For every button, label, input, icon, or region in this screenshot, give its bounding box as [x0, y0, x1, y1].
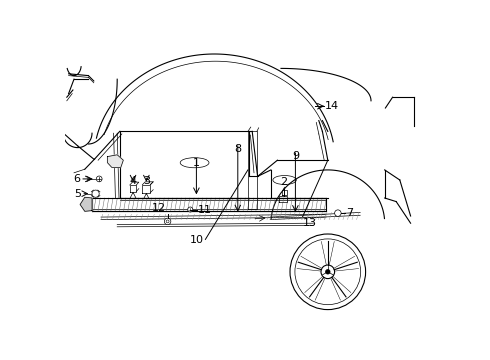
Text: 8: 8	[234, 144, 242, 154]
Text: 13: 13	[303, 218, 318, 228]
Text: 4: 4	[129, 176, 137, 186]
Circle shape	[92, 190, 99, 197]
Text: 1: 1	[193, 158, 200, 168]
Text: 2: 2	[280, 177, 288, 187]
Circle shape	[97, 176, 102, 182]
Polygon shape	[80, 197, 92, 211]
Text: 3: 3	[143, 176, 150, 186]
Circle shape	[325, 270, 330, 274]
Text: 14: 14	[325, 101, 339, 111]
Text: 12: 12	[152, 203, 166, 213]
Text: 6: 6	[73, 174, 80, 184]
Text: 7: 7	[346, 208, 353, 218]
Text: 11: 11	[198, 204, 212, 215]
Text: 5: 5	[74, 189, 81, 199]
Text: 9: 9	[292, 151, 299, 161]
Circle shape	[164, 218, 171, 225]
Circle shape	[335, 210, 341, 216]
Polygon shape	[107, 155, 123, 167]
Circle shape	[188, 207, 193, 212]
Text: 10: 10	[190, 235, 204, 246]
